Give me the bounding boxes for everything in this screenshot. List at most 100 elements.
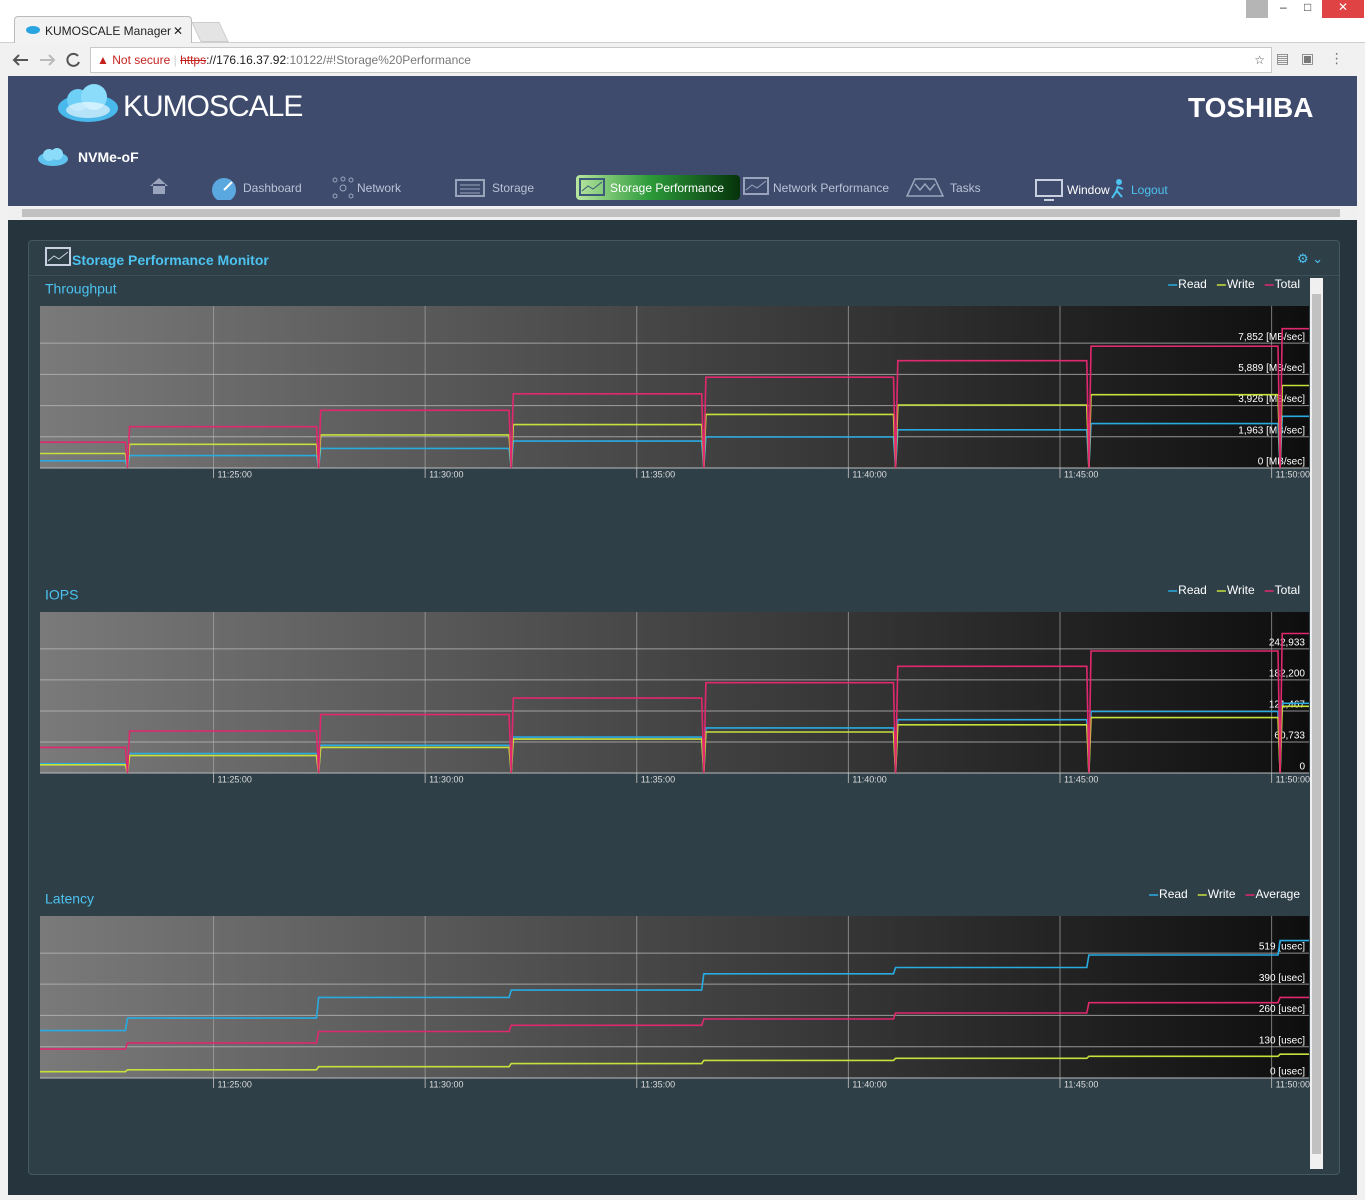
x-tick-label: 11:50:00 [1276,1079,1310,1089]
y-tick-label: 519 [usec] [1259,942,1305,953]
logout-link[interactable]: Logout [1131,183,1168,197]
warning-icon: ▲ [97,53,109,67]
menu[interactable]: ⋮ [1329,50,1344,66]
reload-button[interactable] [66,52,80,67]
tab-icon [26,26,40,34]
series-line [40,996,1309,1050]
y-tick-label: 390 [usec] [1259,973,1305,984]
url-host: ://176.16.37.92 [206,53,287,67]
series-line [40,1053,1309,1073]
maximize[interactable]: □ [1304,0,1312,14]
legend-label: Read [1159,887,1188,901]
tab-title: KUMOSCALE Manager [45,24,172,38]
y-tick-label: 5,889 [MB/sec] [1238,363,1305,374]
scroll-thumb[interactable] [1312,294,1321,1154]
panel-settings[interactable]: ⚙ ⌄ [1297,251,1324,266]
storage-icon [455,179,485,197]
x-tick-label: 11:25:00 [218,774,252,784]
network-icon [332,176,354,199]
company-logo: TOSHIBA [1188,92,1314,123]
y-tick-label: 7,852 [MB/sec] [1238,332,1305,343]
series-line [40,939,1309,1032]
x-tick-label: 11:40:00 [852,774,886,784]
tasks-icon [905,178,945,197]
x-tick-label: 11:30:00 [429,1079,463,1089]
extension[interactable]: ▤ [1276,50,1290,66]
x-tick-label: 11:40:00 [852,1079,886,1089]
close[interactable]: ✕ [1322,0,1364,18]
extension[interactable]: ▣ [1300,50,1315,66]
security-label: Not secure [112,53,171,67]
nav-item[interactable]: Network Performance [773,181,890,195]
address-bar[interactable]: ▲ Not secure | https://176.16.37.92:1012… [90,47,1272,73]
panel-icon [45,247,71,266]
chart-title: Throughput [45,281,117,297]
legend-label: Write [1227,277,1255,291]
chart-title: IOPS [45,587,78,603]
tab-strip: KUMOSCALE Manager ✕ – □ ✕ [0,0,1365,43]
nav-label: Storage Performance [610,181,725,195]
x-tick-label: 11:35:00 [641,1079,675,1089]
nav-item[interactable]: Network [357,181,402,195]
nav-item[interactable]: Tasks [950,181,981,195]
y-tick-label: 242,933 [1269,638,1306,649]
window-icon [1035,179,1063,201]
x-tick-label: 11:35:00 [641,469,675,479]
network-performance-icon [743,177,769,195]
legend-label: Write [1208,887,1236,901]
url-path: :10122/#!Storage%20Performance [286,53,471,67]
plot-area [40,916,1309,1078]
nav-item[interactable]: Window [1067,183,1110,197]
legend-label: Read [1178,277,1207,291]
x-tick-label: 11:45:00 [1064,469,1098,479]
extensions: ▤ ▣ ⋮ [1276,50,1360,70]
back-button[interactable] [12,54,28,66]
x-tick-label: 11:35:00 [641,774,675,784]
legend-label: Average [1256,887,1301,901]
nav-buttons [12,52,80,67]
chart-title: Latency [45,891,94,907]
minimize[interactable]: – [1280,0,1287,14]
x-tick-label: 11:25:00 [218,1079,252,1089]
x-tick-label: 11:50:00 [1276,774,1310,784]
window-controls: – □ ✕ [1276,0,1364,18]
vertical-scrollbar[interactable] [1310,278,1323,1169]
x-tick-label: 11:30:00 [429,774,463,784]
url-scheme: https [180,53,207,67]
tab-close[interactable]: ✕ [173,24,184,38]
panel-title: Storage Performance Monitor [72,252,269,268]
legend-label: Total [1275,277,1300,291]
browser-tab[interactable]: KUMOSCALE Manager ✕ [14,16,192,43]
profile-button[interactable] [1246,0,1268,18]
horizontal-scrollbar[interactable] [8,206,1357,220]
product-icon [38,148,68,166]
bookmark-star[interactable]: ☆ [1254,53,1265,67]
nav-item-active[interactable]: Storage Performance [576,175,740,200]
home-icon[interactable] [148,176,170,196]
y-tick-label: 130 [usec] [1259,1035,1305,1046]
x-tick-label: 11:45:00 [1064,1079,1098,1089]
legend-label: Total [1275,583,1300,597]
x-tick-label: 11:50:00 [1276,469,1310,479]
nav-item[interactable]: Storage [492,181,535,195]
brand-name: KUMOSCALE [123,90,303,123]
storage-performance-icon [579,178,605,196]
dashboard-icon [212,178,236,200]
y-tick-label: 0 [MB/sec] [1258,457,1305,468]
plot-area [40,612,1309,773]
y-tick-label: 260 [usec] [1259,1004,1305,1015]
scroll-thumb[interactable] [22,209,1340,217]
logout-icon [1111,179,1124,199]
nav-item[interactable]: Dashboard [243,181,302,195]
y-tick-label: 0 [1299,762,1305,773]
x-tick-label: 11:45:00 [1064,774,1098,784]
app-header: KUMOSCALE TOSHIBA NVMe-oF Dashboard Netw… [8,76,1357,206]
x-tick-label: 11:40:00 [852,469,886,479]
y-tick-label: 121,467 [1269,700,1306,711]
y-tick-label: 3,926 [MB/sec] [1238,394,1305,405]
y-tick-label: 60,733 [1274,731,1305,742]
x-tick-label: 11:25:00 [218,469,252,479]
x-tick-label: 11:30:00 [429,469,463,479]
forward-button[interactable] [40,54,56,66]
